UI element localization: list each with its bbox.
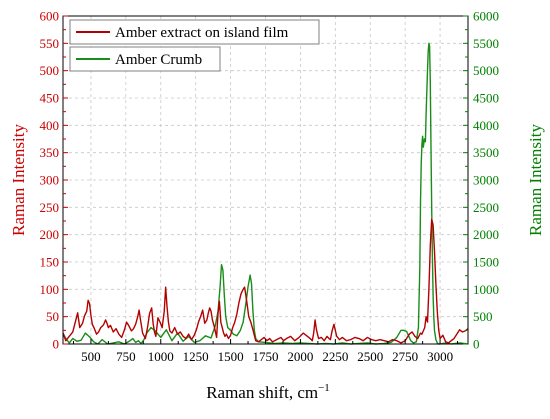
y-left-tick-label: 550 bbox=[40, 36, 60, 51]
x-tick-label: 2750 bbox=[392, 349, 418, 364]
y-left-tick-label: 150 bbox=[40, 255, 60, 270]
y-right-tick-label: 2500 bbox=[473, 200, 499, 215]
legend-label-amber-crumb: Amber Crumb bbox=[115, 52, 202, 68]
x-tick-label: 1500 bbox=[218, 349, 244, 364]
y-right-tick-label: 5500 bbox=[473, 36, 499, 51]
y-right-tick-label: 0 bbox=[473, 337, 480, 352]
legend-label-amber-extract: Amber extract on island film bbox=[115, 25, 289, 41]
y-left-tick-label: 0 bbox=[53, 337, 60, 352]
x-axis-title-main: Raman shift, cm bbox=[206, 383, 318, 402]
y-axis-title-right: Raman Intensity bbox=[526, 124, 545, 236]
y-right-tick-label: 500 bbox=[473, 309, 493, 324]
y-left-tick-label: 600 bbox=[40, 9, 60, 24]
series-layer bbox=[62, 42, 469, 345]
y-right-tick-label: 3500 bbox=[473, 145, 499, 160]
y-right-tick-label: 5000 bbox=[473, 63, 499, 78]
x-tick-label: 2000 bbox=[287, 349, 313, 364]
y-left-tick-label: 500 bbox=[40, 63, 60, 78]
x-tick-label: 1750 bbox=[253, 349, 279, 364]
y-right-tick-label: 1000 bbox=[473, 282, 499, 297]
y-left-tick-label: 350 bbox=[40, 145, 60, 160]
y-right-tick-label: 1500 bbox=[473, 255, 499, 270]
legend: Amber extract on island film Amber Crumb bbox=[69, 19, 320, 72]
x-tick-label: 2250 bbox=[322, 349, 348, 364]
y-right-tick-label: 4500 bbox=[473, 91, 499, 106]
series-line-amber-extract bbox=[62, 218, 469, 344]
x-tick-label: 500 bbox=[81, 349, 101, 364]
x-axis-title-superscript: −1 bbox=[318, 382, 330, 394]
x-tick-label: 750 bbox=[116, 349, 136, 364]
x-tick-label: 1250 bbox=[183, 349, 209, 364]
y-left-tick-label: 300 bbox=[40, 173, 60, 188]
y-left-tick-label: 250 bbox=[40, 200, 60, 215]
legend-box-1 bbox=[69, 19, 320, 45]
y-right-tick-label: 2000 bbox=[473, 227, 499, 242]
y-right-tick-label: 6000 bbox=[473, 9, 499, 24]
y-right-tick-label: 3000 bbox=[473, 173, 499, 188]
ticks-layer bbox=[63, 15, 468, 345]
y-left-tick-label: 450 bbox=[40, 91, 60, 106]
y-left-tick-label: 400 bbox=[40, 118, 60, 133]
y-right-tick-label: 4000 bbox=[473, 118, 499, 133]
x-tick-label: 2500 bbox=[357, 349, 383, 364]
x-tick-label: 3000 bbox=[427, 349, 453, 364]
x-tick-label: 1000 bbox=[148, 349, 174, 364]
x-axis-title: Raman shift, cm−1 bbox=[206, 382, 330, 402]
y-left-tick-label: 100 bbox=[40, 282, 60, 297]
labels-layer: 500 750 1000 1250 1500 1750 2000 2250 2500 2750 30… bbox=[40, 9, 500, 365]
series-line-amber-crumb bbox=[62, 42, 469, 345]
y-left-tick-label: 200 bbox=[40, 227, 60, 242]
y-axis-title-left: Raman Intensity bbox=[9, 124, 28, 236]
y-left-tick-label: 50 bbox=[46, 309, 59, 324]
